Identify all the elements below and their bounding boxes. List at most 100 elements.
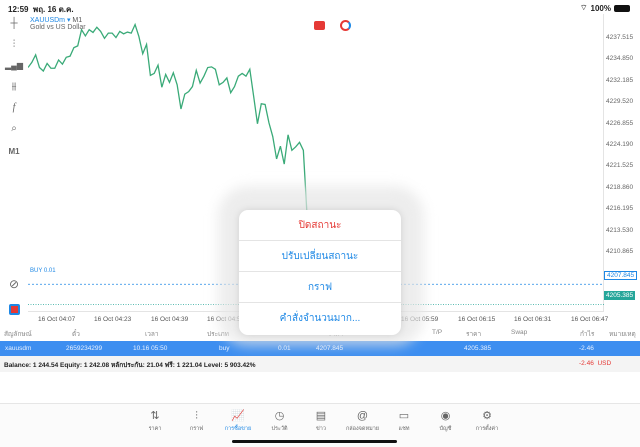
symbol-name: XAUUSDm [30,17,66,24]
tab-trade[interactable]: 📈 การซื้อขาย [220,409,256,433]
tab-label: การซื้อขาย [224,426,252,432]
indicators-icon[interactable]: ⫵ [11,81,17,92]
balance-text: Balance: 1 244.54 Equity: 1 242.08 หลักป… [4,362,256,369]
modify-position-button[interactable]: ปรับเปลี่ยนสถานะ [239,241,401,272]
quotes-icon: ⇅ [150,410,160,422]
price-tick: 4226.855 [606,119,634,127]
chart-icon: ⫶ [195,410,198,422]
price-tick: 4224.190 [606,141,634,148]
one-click-trading-icon[interactable] [4,304,24,320]
home-indicator [232,440,397,443]
cell-symbol: xauusdm [5,345,32,352]
cell-type: buy [219,345,230,352]
time-tick: 16 Oct 04:07 [38,316,76,323]
tab-account[interactable]: ◉ บัญชี [428,409,464,433]
sell-button-icon[interactable] [314,21,325,30]
tab-bar: ⇅ ราคา ⫶ กราฟ 📈 การซื้อขาย ◷ ประวัติ ▤ ข่าว @ กล่อง… [0,403,640,447]
wifi-icon: ⌔ [580,3,588,12]
cell-profit: -2.46 [579,345,594,352]
column-header[interactable]: เวลา [145,331,159,338]
column-header[interactable]: ตั๋ว [72,331,80,338]
status-right: ⌔ 100% [580,3,630,13]
price-tick: 4210.865 [606,248,634,255]
position-row[interactable]: xauusdm 2659234299 10.16 05:50 buy 0.01 … [0,341,640,356]
account-summary: Balance: 1 244.54 Equity: 1 242.08 หลักป… [0,356,640,372]
tab-mailbox[interactable]: @ กล่องจดหมาย [345,409,381,433]
cell-open-price: 4207.845 [316,345,344,352]
price-tick: 4216.195 [606,205,634,213]
chart-toolbar: ┼ ⫶ ▂▄▆ ⫵ f ⌕ M1 ⊘ [0,14,28,324]
crosshair-icon[interactable]: ┼ [10,18,18,29]
cell-volume: 0.01 [278,345,291,352]
clock: 12:59 [8,5,29,14]
tab-label: บัญชี [439,426,452,432]
symbol-description: Gold vs US Dollar [30,24,86,31]
tab-news[interactable]: ▤ ข่าว [303,409,339,433]
tab-quotes[interactable]: ⇅ ราคา [137,409,173,433]
battery-icon [614,4,630,12]
total-profit-value: -2.46 [579,360,594,367]
bulk-operations-button[interactable]: คำสั่งจำนวนมาก... [279,313,361,324]
column-header[interactable]: สัญลักษณ์ [4,331,32,338]
total-profit: -2.46 USD [579,360,611,367]
settings-icon: ⚙ [482,410,492,422]
tab-settings[interactable]: ⚙ การตั้งค่า [469,409,505,433]
price-line [28,22,312,305]
tab-label: ประวัติ [271,426,288,432]
tab-chart[interactable]: ⫶ กราฟ [179,409,215,433]
column-header[interactable]: หมายเหตุ [609,331,636,338]
bid-price-tag: 4205.385 [604,291,636,300]
price-tick: 4234.850 [606,55,634,63]
column-header[interactable]: T/P [432,329,443,336]
status-bar: 12:59 พฤ. 16 ต.ค. ⌔ 100% [0,0,640,16]
function-icon[interactable]: f [12,102,16,113]
cell-time: 10.16 05:50 [133,345,168,352]
order-line-label: BUY 0.01 [30,268,56,274]
order-price-tag: 4207.845 [604,271,638,280]
cell-ticket: 2659234299 [66,345,103,352]
time-tick: 16 Oct 06:15 [458,316,496,323]
tab-label: แชท [398,426,410,432]
date: พฤ. 16 ต.ค. [32,5,74,14]
account-icon: ◉ [440,410,451,422]
tab-label: ข่าว [316,426,326,432]
price-tick: 4237.515 [606,34,634,41]
chart-button[interactable]: กราฟ [239,272,401,303]
price-tick: 4218.860 [606,183,634,191]
time-tick: 16 Oct 06:47 [571,316,609,323]
price-tick: 4229.520 [606,98,634,106]
tab-history[interactable]: ◷ ประวัติ [262,409,298,433]
battery-percent: 100% [590,3,611,13]
status-time-date: 12:59 พฤ. 16 ต.ค. [8,3,74,16]
tab-chat[interactable]: ▭ แชท [386,409,422,433]
column-header[interactable]: ราคา [466,331,482,338]
timeframe: M1 [72,17,83,24]
price-tick: 4232.185 [606,76,634,84]
candlestick-icon[interactable]: ⫶ [12,39,16,50]
mailbox-icon: @ [356,410,369,422]
chart-symbol[interactable]: XAUUSDm ▾ M1 [30,17,83,24]
column-header[interactable]: ประเภท [207,331,229,338]
tab-label: ราคา [148,426,162,432]
time-tick: 16 Oct 06:31 [514,316,552,323]
trade-levels-icon[interactable] [340,20,351,31]
tab-label: การตั้งค่า [475,426,499,432]
currency: USD [597,360,612,367]
trade-icon: 📈 [231,410,245,422]
objects-icon[interactable]: ⌕ [11,123,17,134]
column-header[interactable]: Swap [511,329,528,336]
price-tick: 4221.525 [606,162,634,170]
quick-chart-icon[interactable]: ⊘ [8,277,20,291]
chart-type-icon[interactable]: ▂▄▆ [5,61,23,70]
close-position-button[interactable]: ปิดสถานะ [239,210,401,241]
time-tick: 16 Oct 04:23 [94,316,132,323]
timeframe-button[interactable]: M1 [8,147,20,156]
news-icon: ▤ [315,410,327,422]
context-menu: ปิดสถานะ ปรับเปลี่ยนสถานะ กราฟ คำสั่งจำน… [239,210,401,335]
column-header[interactable]: กำไร [580,331,595,338]
tab-label: กล่องจดหมาย [345,426,380,432]
chat-icon: ▭ [398,410,410,422]
price-tick: 4213.530 [606,226,634,234]
tab-label: กราฟ [189,426,204,432]
time-tick: 16 Oct 04:39 [151,316,189,323]
